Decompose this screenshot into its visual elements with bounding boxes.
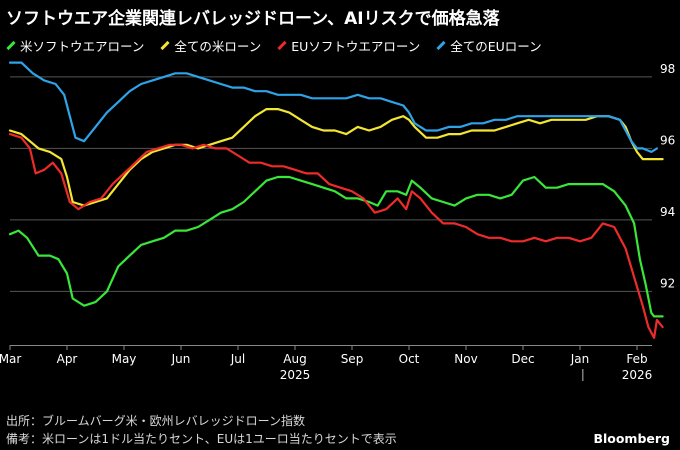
- year-label: 2026: [622, 368, 653, 382]
- year-label: 2025: [280, 368, 311, 382]
- x-tick-label: Jun: [171, 352, 191, 366]
- legend-label: 米ソフトウエアローン: [20, 38, 145, 54]
- series-line-1: [8, 108, 664, 207]
- series-line-3: [8, 61, 658, 153]
- legend-item-all-us: 全ての米ローン: [160, 36, 261, 55]
- x-tick-label: Sep: [341, 352, 364, 366]
- x-tick-label: Nov: [454, 352, 477, 366]
- bloomberg-logo: Bloomberg: [593, 431, 670, 446]
- source-note: 出所：ブルームバーグ米・欧州レバレッジドローン指数: [6, 414, 306, 428]
- legend: 米ソフトウエアローン 全ての米ローン EUソフトウエアローン 全てのEUローン: [6, 36, 542, 54]
- x-tick-label: Dec: [511, 352, 534, 366]
- x-tick-label: Oct: [399, 352, 420, 366]
- series-line-2: [8, 133, 664, 339]
- y-tick-label: 94: [660, 205, 675, 219]
- chart-title: ソフトウエア企業関連レバレッジドローン、AIリスクで価格急落: [6, 9, 500, 29]
- line-chart: 92 94 96 98 Mar Apr May Jun Jul Aug Sep Oct Nov Dec Ja…: [0, 61, 675, 382]
- footnote: 備考：米ローンは1ドル当たりセント、EUは1ユーロ当たりセントで表示: [6, 432, 397, 446]
- legend-label: 全ての米ローン: [174, 38, 262, 54]
- x-tick-label: Jan: [570, 352, 590, 366]
- y-tick-label: 96: [660, 133, 675, 147]
- x-tick-label: Mar: [0, 352, 21, 366]
- legend-swatch: [6, 40, 16, 50]
- x-tick-label: Apr: [57, 352, 78, 366]
- series-line-0: [8, 175, 664, 318]
- x-tick-label: May: [112, 352, 137, 366]
- legend-item-all-eu: 全てのEUローン: [436, 36, 542, 55]
- y-tick-label: 92: [660, 276, 675, 290]
- y-tick-label: 98: [660, 62, 675, 76]
- legend-swatch: [436, 40, 446, 50]
- x-tick-label: Aug: [283, 352, 306, 366]
- legend-item-eu-software: EUソフトウエアローン: [277, 36, 420, 55]
- legend-swatch: [160, 40, 170, 50]
- legend-item-us-software: 米ソフトウエアローン: [6, 36, 144, 55]
- legend-swatch: [277, 40, 287, 50]
- x-tick-label: Jul: [230, 352, 245, 366]
- legend-label: 全てのEUローン: [450, 38, 542, 54]
- legend-label: EUソフトウエアローン: [291, 38, 421, 54]
- x-tick-label: Feb: [626, 352, 647, 366]
